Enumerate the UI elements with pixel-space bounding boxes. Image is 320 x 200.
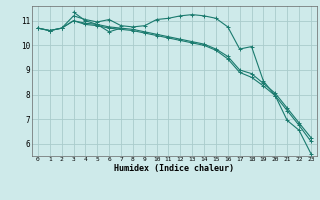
- X-axis label: Humidex (Indice chaleur): Humidex (Indice chaleur): [115, 164, 234, 173]
